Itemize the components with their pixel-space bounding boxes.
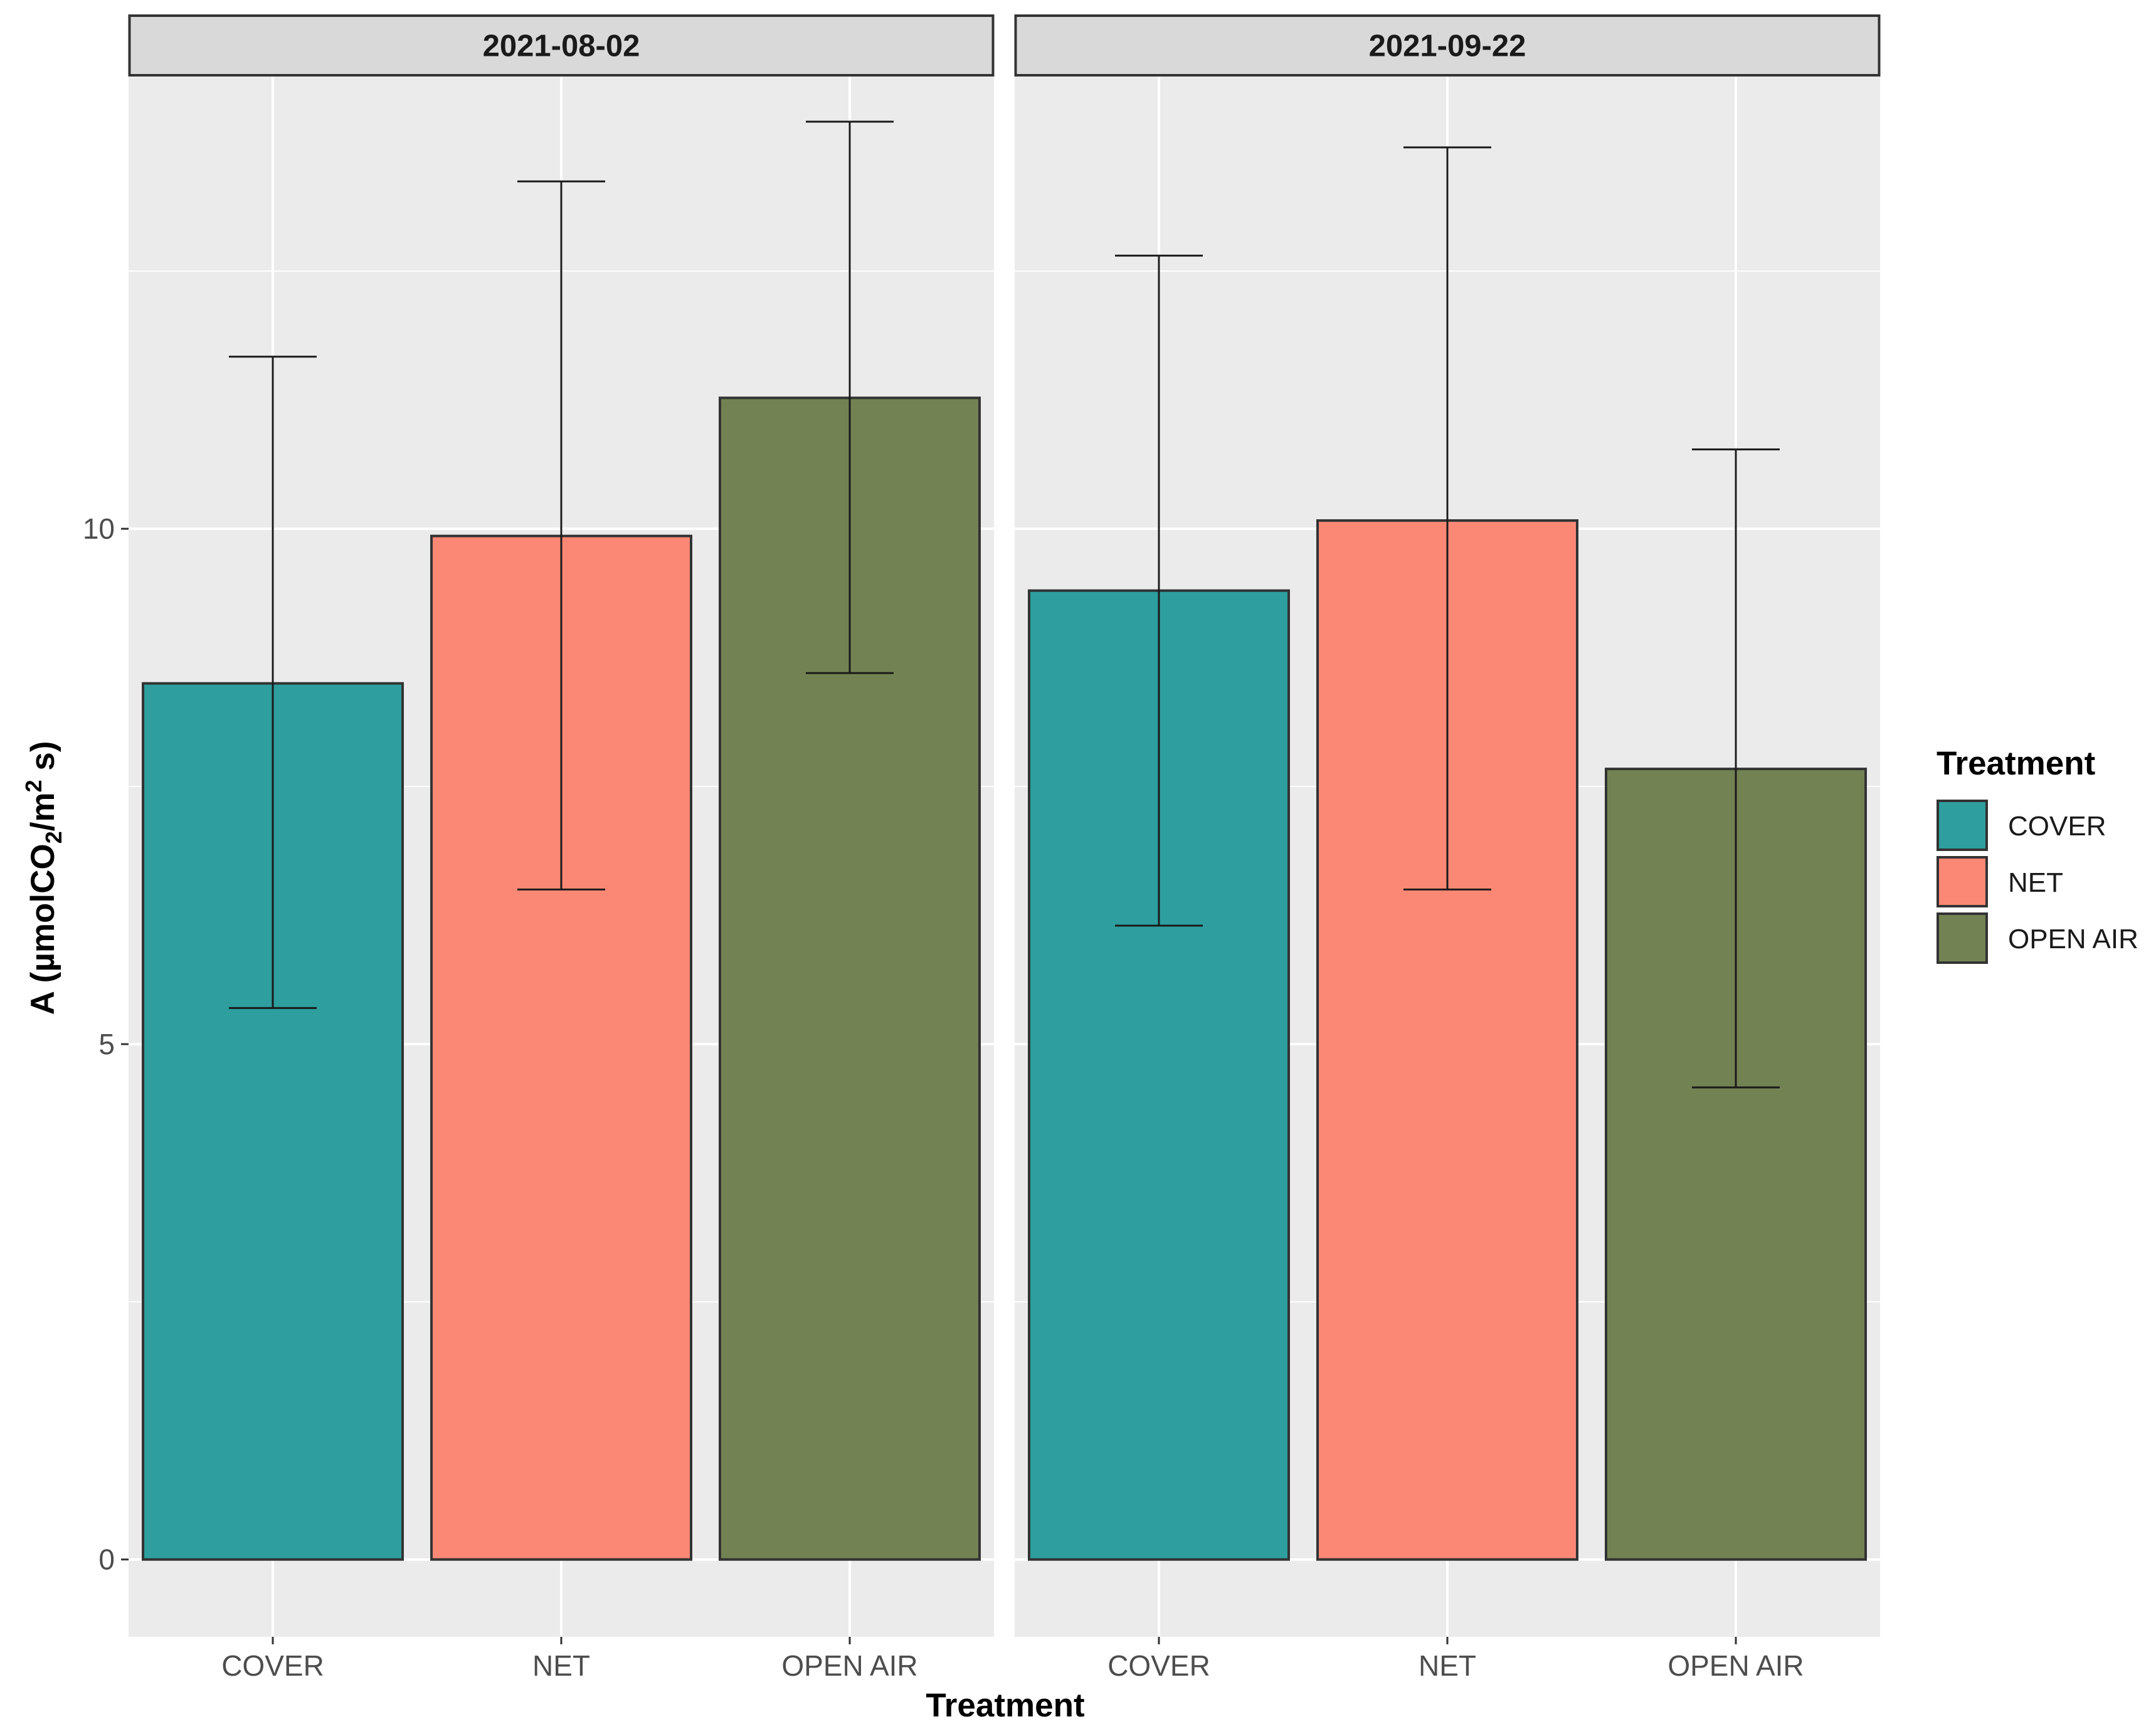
legend-item-cover: COVER xyxy=(1937,800,2106,851)
x-tick-label: COVER xyxy=(221,1649,324,1682)
legend-label: NET xyxy=(2008,867,2063,898)
facet-panels: 2021-08-02 COVER NET OPEN AIR 2021-09-22 COVE… xyxy=(128,14,1881,1682)
panel-2: 2021-09-22 COVER NET OPEN AIR xyxy=(1014,14,1881,1682)
y-axis: 0 5 10 xyxy=(83,512,129,1576)
legend-title: Treatment xyxy=(1937,745,2095,782)
legend-key-swatch xyxy=(1937,856,1988,907)
error-bar xyxy=(517,180,605,891)
legend: Treatment COVER NET OPEN AIR xyxy=(1937,745,2138,964)
legend-key-swatch xyxy=(1937,912,1988,964)
facet-strip xyxy=(128,14,995,77)
facet-strip-label: 2021-09-22 xyxy=(1369,29,1526,63)
x-tick-label: OPEN AIR xyxy=(781,1649,917,1682)
y-tick-label: 10 xyxy=(83,512,115,545)
panel-1: 2021-08-02 COVER NET OPEN AIR xyxy=(128,14,995,1682)
y-axis-title-middle: /m xyxy=(24,793,61,832)
error-bar xyxy=(1115,255,1203,927)
error-bar xyxy=(229,356,317,1009)
y-axis-title: A (µmolCO2/m2 s) xyxy=(21,741,66,1015)
error-bar xyxy=(1403,146,1491,891)
legend-items: COVER NET OPEN AIR xyxy=(1937,800,2138,964)
error-bar xyxy=(806,120,894,674)
legend-label: OPEN AIR xyxy=(2008,924,2138,954)
facet-strip xyxy=(1014,14,1881,77)
legend-key-swatch xyxy=(1937,800,1988,851)
error-bar xyxy=(1692,448,1780,1089)
y-tick-label: 5 xyxy=(98,1028,115,1060)
y-axis-title-superscript: 2 xyxy=(21,780,46,792)
y-axis-title-subscript: 2 xyxy=(41,831,66,843)
facet-strip-label: 2021-08-02 xyxy=(483,29,640,63)
legend-item-net: NET xyxy=(1937,856,2063,907)
y-axis-title-suffix: s) xyxy=(24,741,61,780)
y-tick-label: 0 xyxy=(98,1543,115,1576)
x-tick-label: NET xyxy=(532,1649,590,1682)
legend-item-open-air: OPEN AIR xyxy=(1937,912,2138,964)
x-tick-label: NET xyxy=(1419,1649,1476,1682)
y-axis-title-prefix: A (µmolCO xyxy=(24,843,61,1015)
x-axis-title: Treatment xyxy=(926,1687,1084,1724)
legend-label: COVER xyxy=(2008,811,2106,842)
x-tick-label: COVER xyxy=(1107,1649,1210,1682)
x-tick-label: OPEN AIR xyxy=(1667,1649,1804,1682)
